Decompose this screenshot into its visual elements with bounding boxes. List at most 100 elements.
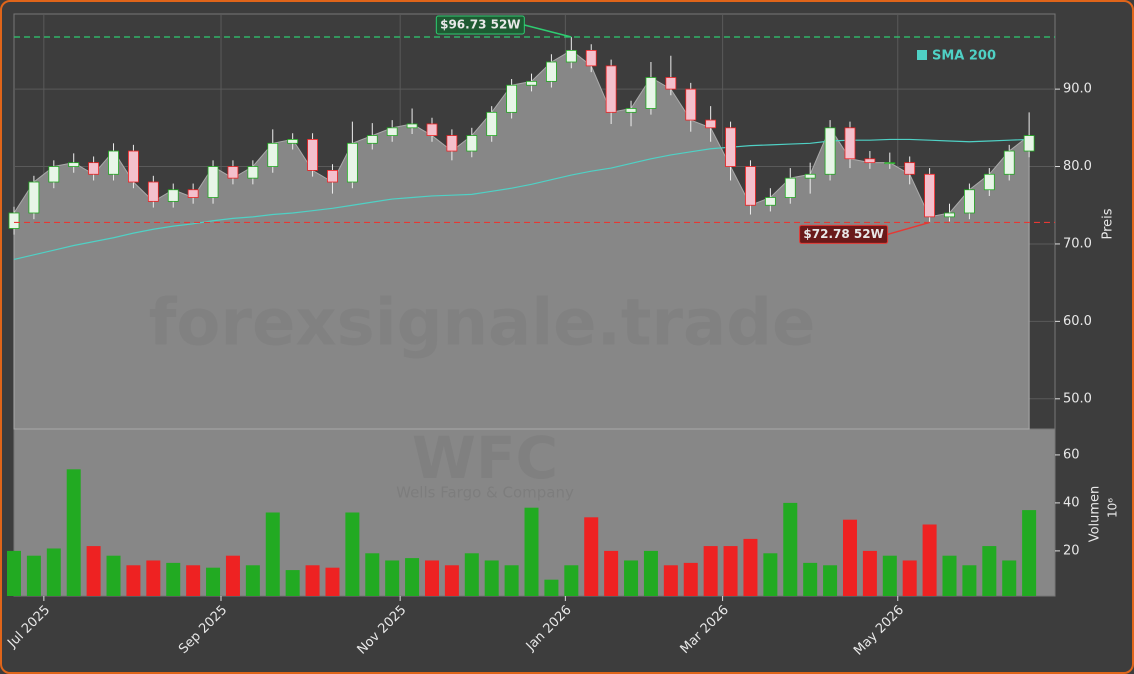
volume-bar [902,560,917,596]
candle-body [227,166,239,179]
candle-body [705,119,717,129]
x-tick-label: Jan 2026 [523,603,575,655]
x-tick-label: May 2026 [851,603,907,659]
volume-bar [325,567,340,596]
y-tick-label: 60.0 [1063,314,1092,329]
legend-swatch [917,50,927,60]
volume-bar [225,555,240,596]
volume-bar [106,555,121,596]
candle-body [287,139,299,144]
volume-bar [1022,510,1037,596]
x-tick-label: Mar 2026 [678,603,732,657]
volume-bar [405,558,420,596]
y-tick-label: 60 [1063,447,1080,462]
volume-bar [842,519,857,596]
candle-body [526,80,537,86]
candle-body [88,162,100,175]
volume-bar [1002,560,1017,596]
x-tick-label: Jul 2025 [4,603,53,652]
candle-body [48,166,60,183]
volume-bar [564,565,579,596]
volume-bar [783,502,798,596]
y-tick-label: 90.0 [1063,82,1092,97]
candle-body [565,49,577,63]
candle-body [8,212,20,229]
volume-bar [245,565,260,596]
legend-label: SMA 200 [932,49,996,64]
volume-axis-label: Volumen [1088,486,1103,543]
volume-bar [46,548,61,596]
candle-body [1003,150,1015,175]
y-tick-label: 50.0 [1063,391,1092,406]
volume-bar [365,553,380,596]
annotation-box [799,224,889,244]
x-tick-label: Nov 2025 [355,603,410,658]
candle-body [964,189,975,214]
volume-bar [683,562,698,596]
annotation-arrow [524,24,572,38]
volume-bar [285,570,300,596]
candle-body [605,65,617,113]
volume-bar [524,507,539,596]
volume-bar [982,546,997,596]
candle-body [446,135,458,152]
candle-body [327,169,338,183]
volume-bar [166,562,181,596]
candle-body [346,142,358,183]
y-tick-label: 70.0 [1063,236,1092,251]
y-tick-label: 80.0 [1063,159,1092,174]
candle-body [366,135,378,144]
volume-bar [86,546,101,596]
candle-body [824,127,836,175]
y-tick-label: 20 [1063,543,1080,558]
candle-body [386,127,398,136]
volume-bar [723,546,738,596]
candle-body [546,61,557,82]
volume-bar [345,512,360,596]
candle-body [147,181,159,202]
volume-bar [663,565,678,596]
candle-body [167,189,179,202]
candle-body [924,173,936,218]
volume-bar [942,555,957,596]
company-watermark: Wells Fargo & Company [396,484,574,502]
candle-body [267,142,279,167]
candle-body [1023,135,1035,152]
candle-body [804,173,816,179]
candle-body [128,150,139,183]
volume-bar [803,562,818,596]
candle-body [884,162,896,165]
volume-bar [962,565,977,596]
volume-bar [743,538,758,596]
candle-body [645,77,657,109]
candle-body [506,84,518,113]
candle-body [745,166,756,206]
candle-body [466,135,478,152]
volume-bar [584,517,599,596]
candle-body [784,177,796,198]
volume-bar [882,555,897,596]
candle-body [187,189,199,198]
volume-bar [444,565,459,596]
candle-body [983,173,995,191]
candle-body [764,197,776,206]
candle-body [68,162,80,167]
volume-unit: 10⁶ [1106,498,1120,518]
candle-body [486,111,498,136]
volume-bar [424,560,439,596]
candle-body [864,158,876,164]
candle-body [247,166,259,179]
candle-body [426,123,438,136]
candle-body [108,150,119,175]
volume-bar [862,550,877,596]
candle-body [665,77,677,90]
volume-bar [624,560,639,596]
y-tick-label: 40 [1063,495,1080,510]
candle-body [585,49,597,67]
volume-bar [126,565,141,596]
volume-bar [7,550,21,596]
watermark: forexsignale.trade [149,287,816,361]
candle-body [725,127,736,167]
candle-body [904,162,916,175]
